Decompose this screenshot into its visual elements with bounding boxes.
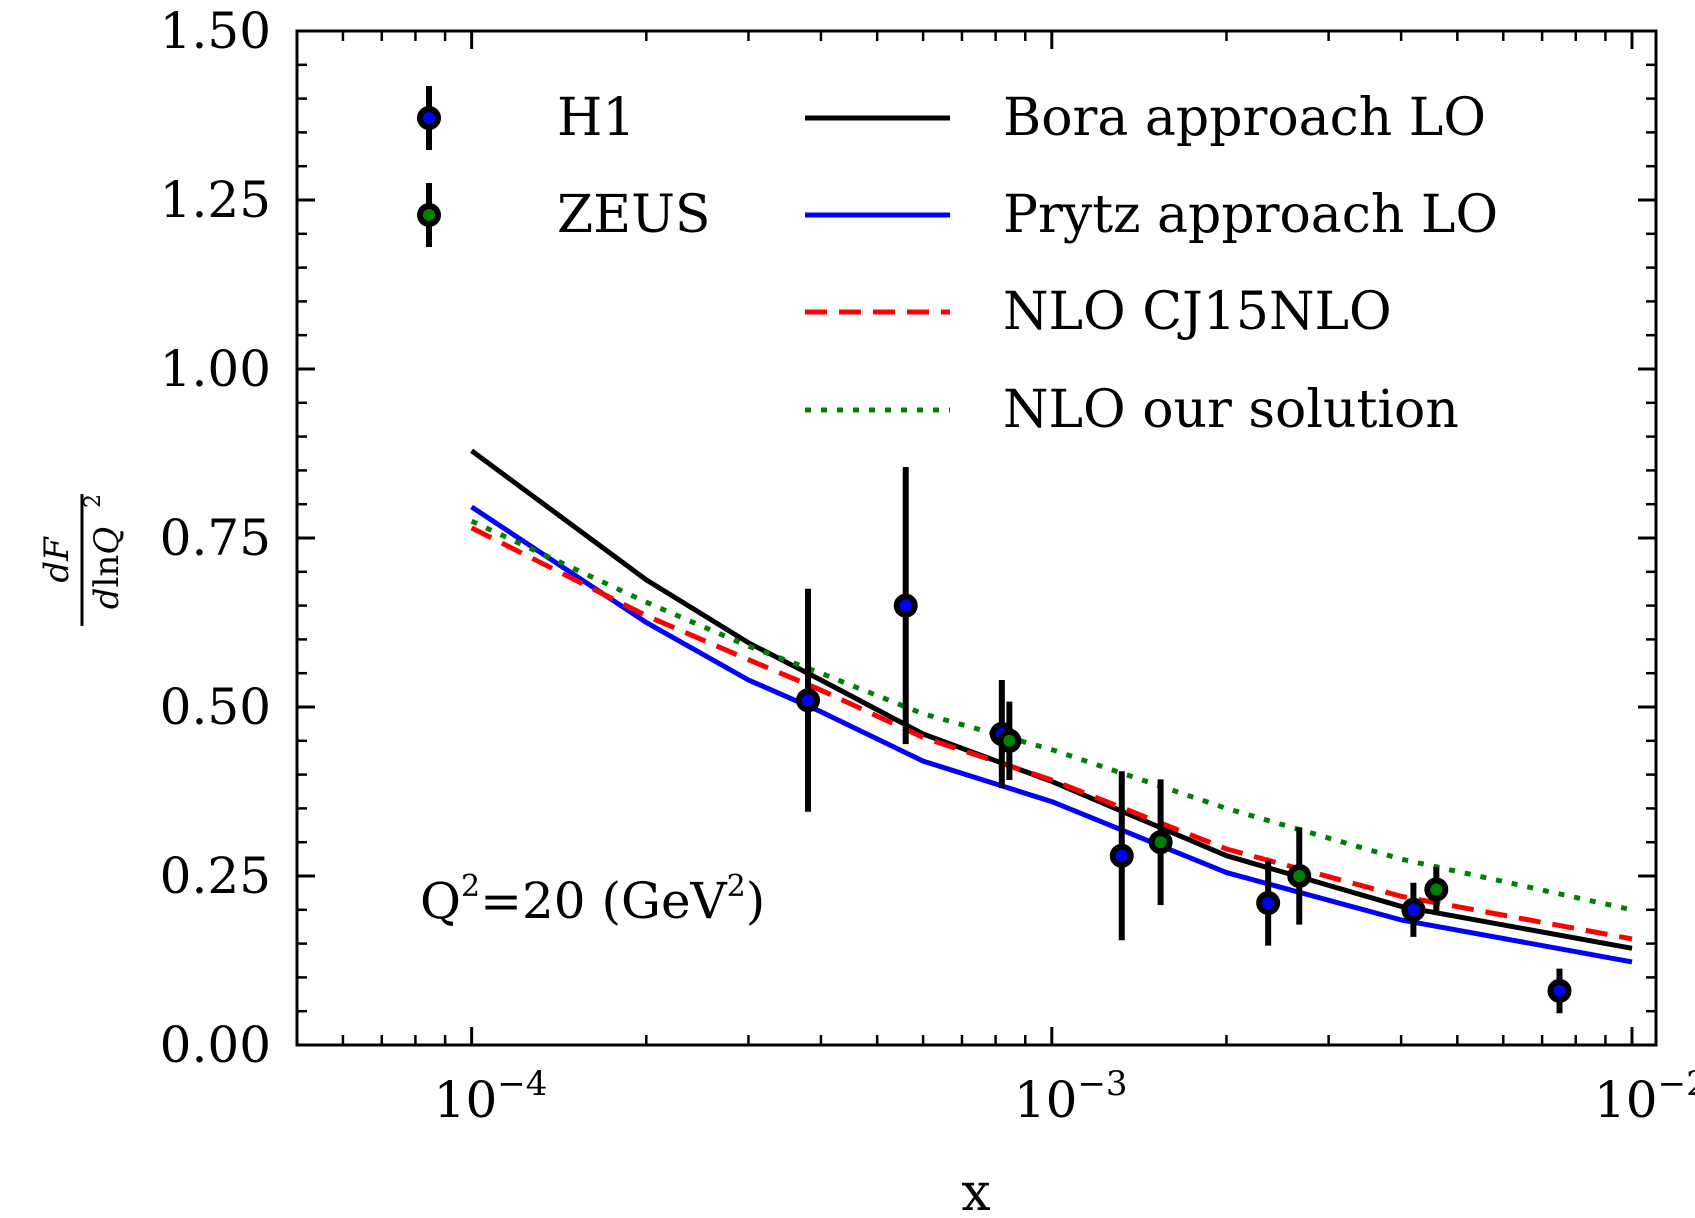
y-tick-label: 0.00 [160, 1016, 271, 1074]
plot-frame [295, 29, 1658, 1047]
curve-nlo-cj15nlo [470, 525, 1633, 942]
curves-layer [470, 448, 1633, 965]
data-point-h1 [796, 688, 821, 713]
legend-item-h1: H1 [417, 86, 635, 150]
y-tick-label: 0.25 [160, 847, 271, 905]
data-points-layer [796, 467, 1572, 1014]
data-point-h1 [1547, 978, 1572, 1003]
svg-text:Q2=20 (GeV2): Q2=20 (GeV2) [420, 869, 765, 930]
x-tick-exponent: −4 [497, 1064, 547, 1104]
x-tick-labels: 10−410−310−2 [434, 1064, 1695, 1129]
x-tick-exponent: −3 [1077, 1064, 1127, 1104]
x-tick-label: 10−3 [1014, 1064, 1128, 1129]
legend-item-nlo-our-solution: NLO our solution [805, 380, 1459, 440]
legend-item-bora-approach-lo: Bora approach LO [805, 88, 1486, 148]
curve-prytz-approach-lo [470, 504, 1633, 965]
x-tick-label: 10−2 [1594, 1064, 1695, 1129]
data-point-h1 [1109, 843, 1134, 868]
legend-item-prytz-approach-lo: Prytz approach LO [805, 185, 1498, 245]
annotation-sup2: 2 [727, 869, 746, 904]
legend-item-zeus: ZEUS [417, 183, 711, 247]
legend-label: Prytz approach LO [1003, 185, 1498, 245]
y-tick-label: 1.00 [160, 340, 271, 398]
legend-item-nlo-cj15nlo: NLO CJ15NLO [805, 282, 1392, 342]
legend-label: H1 [557, 88, 635, 148]
y-axis-label: dF dlnQ 2 [37, 494, 127, 626]
series-zeus [997, 701, 1449, 925]
legend-label: NLO CJ15NLO [1003, 282, 1392, 342]
y-label-denominator-sup: 2 [81, 494, 106, 508]
x-tick-exponent: −2 [1658, 1064, 1695, 1104]
y-label-numerator: dF [37, 536, 77, 583]
x-axis-label: x [961, 1163, 990, 1218]
annotation-end: ) [746, 872, 766, 930]
x-tick-base: 10 [1014, 1071, 1078, 1129]
y-tick-label: 1.50 [160, 2, 271, 60]
y-tick-labels: 0.00 0.25 0.50 0.75 1.00 1.25 1.50 [160, 2, 271, 1074]
annotation-q: Q [420, 872, 461, 930]
legend-label: ZEUS [557, 185, 711, 245]
curve-bora-approach-lo [470, 448, 1633, 951]
x-tick-base: 10 [1594, 1071, 1658, 1129]
annotation-mid: =20 (GeV [480, 872, 727, 930]
data-point-h1 [893, 593, 918, 618]
legend-label: NLO our solution [1003, 380, 1459, 440]
y-tick-label: 1.25 [160, 171, 271, 229]
x-tick-label: 10−4 [434, 1064, 548, 1129]
y-label-denominator: dlnQ [87, 527, 127, 609]
data-point-zeus [997, 728, 1022, 753]
data-point-zeus [1148, 830, 1173, 855]
legend-label: Bora approach LO [1003, 88, 1486, 148]
y-tick-label: 0.50 [160, 678, 271, 736]
legend-marker-point [417, 106, 441, 130]
legend: H1 ZEUS Bora approach LO Prytz approach LO N… [417, 86, 1498, 440]
data-point-h1 [1401, 897, 1426, 922]
annotation-sup1: 2 [461, 869, 480, 904]
x-tick-base: 10 [434, 1071, 498, 1129]
data-point-zeus [1424, 877, 1449, 902]
data-point-h1 [1256, 891, 1281, 916]
curve-nlo-our-solution [470, 518, 1633, 913]
q2-annotation: Q2=20 (GeV2) [420, 869, 765, 930]
data-point-zeus [1287, 864, 1312, 888]
y-tick-label: 0.75 [160, 509, 271, 567]
legend-marker-point [417, 203, 441, 227]
